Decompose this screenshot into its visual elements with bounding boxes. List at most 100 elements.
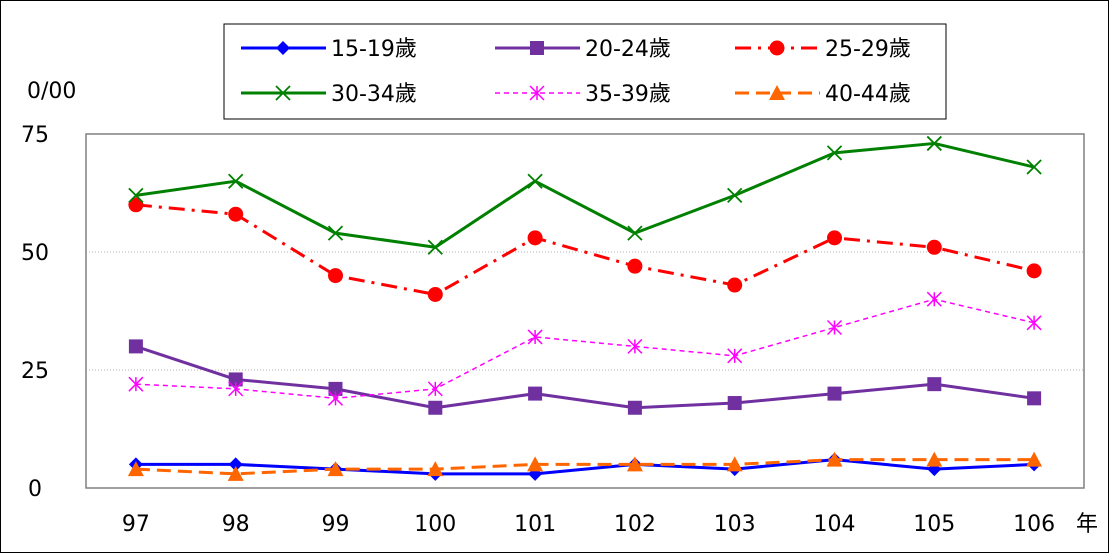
plot-area	[85, 133, 1085, 489]
legend-entry: 40-44歲	[735, 82, 911, 107]
legend-marker	[276, 41, 290, 55]
data-point	[927, 377, 942, 392]
series-line	[135, 141, 1035, 249]
legend-label: 30-34歲	[331, 82, 417, 107]
series-line	[135, 298, 1035, 400]
legend-label: 20-24歲	[585, 37, 671, 62]
series-group	[127, 135, 1043, 481]
x-tick-label: 106	[1013, 512, 1055, 537]
series-6	[127, 451, 1043, 481]
data-point	[228, 173, 244, 189]
data-point	[327, 390, 344, 406]
data-point	[827, 386, 842, 401]
data-point	[127, 461, 144, 477]
data-point	[527, 173, 543, 189]
data-point	[228, 457, 243, 472]
data-point	[527, 329, 543, 345]
legend-marker	[530, 41, 544, 55]
data-point	[327, 461, 344, 477]
data-point	[327, 225, 344, 241]
axis-ticks: 0 25 50 75 97 98 99 100 101 102 103 104 105 106	[21, 123, 1055, 537]
legend-marker	[529, 85, 545, 101]
data-point	[627, 258, 643, 274]
legend-entry: 35-39歲	[495, 82, 671, 107]
data-point	[926, 135, 942, 152]
data-point	[726, 456, 743, 472]
legend-entry: 15-19歲	[241, 37, 417, 62]
legend-marker	[769, 85, 785, 100]
data-point	[427, 461, 444, 477]
x-tick-label: 100	[414, 512, 456, 537]
data-point	[826, 319, 843, 336]
legend: 15-19歲 20-24歲 25-29歲 30-34歲 35-39歲 40-44歲	[223, 23, 947, 120]
legend-label: 25-29歲	[825, 37, 911, 62]
legend-box	[223, 23, 947, 120]
data-point	[128, 187, 144, 203]
data-point	[528, 386, 543, 401]
legend-entry: 20-24歲	[495, 37, 671, 62]
legend-label: 35-39歲	[585, 82, 671, 107]
y-axis-label: 0/00	[27, 79, 76, 104]
series-line	[135, 203, 1035, 296]
x-tick-label: 103	[714, 512, 756, 537]
x-tick-label: 97	[122, 512, 150, 537]
data-point	[427, 239, 443, 255]
data-point	[328, 268, 343, 284]
data-point	[826, 145, 843, 161]
data-point	[626, 456, 643, 472]
data-point	[428, 400, 443, 415]
x-axis-label: 年	[1076, 512, 1098, 537]
series-line	[135, 458, 1035, 476]
y-tick-label: 75	[21, 123, 49, 148]
data-point	[1026, 263, 1042, 279]
y-tick-label: 50	[21, 241, 49, 266]
series-5	[128, 291, 1042, 406]
data-point	[1026, 159, 1042, 175]
data-point	[328, 381, 343, 396]
data-point	[1026, 315, 1042, 331]
legend-entry: 25-29歲	[735, 37, 911, 62]
x-tick-label: 99	[322, 512, 350, 537]
legend-marker	[769, 40, 785, 56]
legend-marker	[275, 85, 291, 101]
legend-label: 15-19歲	[331, 37, 417, 62]
series-1	[128, 452, 1042, 481]
y-tick-label: 25	[21, 359, 49, 384]
data-point	[627, 225, 643, 241]
series-4	[128, 135, 1042, 255]
data-point	[727, 348, 743, 364]
legend-entry: 30-34歲	[241, 82, 417, 107]
data-point	[228, 206, 244, 222]
data-point	[1027, 391, 1042, 406]
data-point	[527, 456, 544, 472]
data-point	[926, 451, 943, 467]
x-tick-label: 102	[614, 512, 656, 537]
data-point	[727, 396, 742, 411]
x-tick-label: 105	[913, 512, 955, 537]
legend-label: 40-44歲	[825, 82, 911, 107]
data-point	[227, 465, 244, 481]
x-tick-label: 104	[814, 512, 856, 537]
data-point	[128, 376, 144, 392]
data-point	[427, 286, 443, 302]
data-point	[926, 291, 942, 307]
data-point	[627, 338, 643, 354]
gridlines	[86, 251, 1084, 371]
series-line	[135, 458, 1035, 476]
data-point	[926, 239, 942, 255]
data-point	[727, 187, 743, 203]
data-point	[128, 197, 144, 213]
data-point	[627, 400, 642, 415]
y-tick-label: 0	[28, 477, 42, 502]
data-point	[228, 381, 244, 397]
series-line	[135, 344, 1035, 410]
series-3	[128, 197, 1042, 302]
x-tick-label: 101	[514, 512, 556, 537]
data-point	[228, 372, 243, 387]
data-point	[827, 230, 842, 246]
data-point	[128, 339, 143, 354]
x-tick-label: 98	[222, 512, 250, 537]
data-point	[826, 451, 843, 467]
